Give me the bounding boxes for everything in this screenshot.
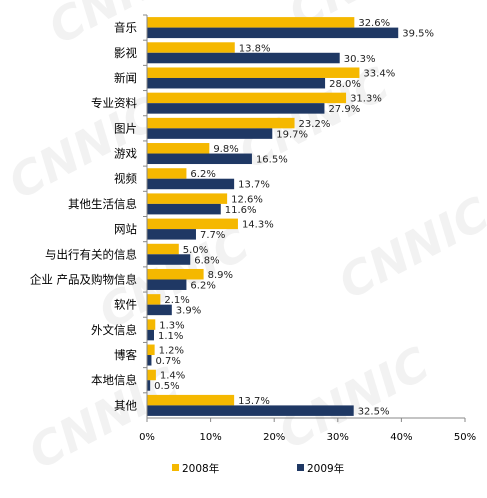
bar-2009 (147, 229, 196, 240)
bar-2008 (147, 394, 235, 406)
category-label: 网站 (114, 222, 137, 236)
data-label: 13.7% (238, 396, 270, 407)
data-label: 13.7% (238, 180, 270, 191)
bar-2009 (147, 153, 252, 165)
data-label: 7.7% (200, 230, 225, 241)
data-label: 11.6% (225, 205, 257, 216)
bar-2008 (147, 218, 238, 230)
data-label: 9.8% (213, 144, 238, 155)
bar-2009 (147, 52, 340, 64)
data-label: 32.6% (358, 18, 390, 29)
data-label: 6.8% (194, 255, 219, 266)
data-label: 14.3% (242, 220, 274, 231)
watermark-text: CNNIC (270, 336, 438, 460)
category-label: 视频 (114, 172, 137, 186)
bar-2008 (147, 168, 187, 179)
category-label: 博客 (114, 348, 137, 362)
data-label: 27.9% (328, 104, 360, 115)
category-label: 其他 (114, 398, 137, 412)
data-label: 1.1% (158, 331, 183, 342)
bar-2009 (147, 178, 235, 190)
data-label: 28.0% (329, 79, 361, 90)
data-label: 33.4% (363, 68, 395, 79)
bar-2009 (147, 27, 399, 39)
x-tick-label: 30% (327, 432, 349, 443)
bar-2008 (147, 42, 235, 53)
category-label: 专业资料 (91, 96, 137, 110)
data-label: 5.0% (183, 245, 208, 256)
bars-group (147, 17, 399, 416)
data-label: 23.2% (299, 119, 331, 130)
data-label: 3.9% (176, 306, 201, 317)
bar-2009 (147, 405, 354, 416)
x-tick-label: 40% (390, 432, 412, 443)
bar-2008 (147, 319, 156, 330)
category-label: 音乐 (114, 21, 137, 35)
data-label: 6.2% (190, 280, 215, 291)
data-label: 12.6% (231, 194, 263, 205)
category-label: 外文信息 (91, 323, 137, 337)
legend: 2008年 2009年 (172, 462, 344, 475)
bar-2009 (147, 380, 151, 391)
data-label: 1.4% (160, 371, 185, 382)
data-label: 1.2% (159, 346, 184, 357)
bar-2009 (147, 279, 187, 290)
data-label: 16.5% (256, 155, 288, 166)
data-label: 6.2% (190, 169, 215, 180)
data-label: 19.7% (276, 129, 308, 140)
bar-2009 (147, 329, 154, 341)
category-label: 新闻 (114, 71, 137, 85)
data-label: 8.9% (208, 270, 233, 281)
data-label: 31.3% (350, 94, 382, 105)
category-label: 游戏 (114, 147, 137, 161)
category-label: 影视 (114, 46, 137, 60)
watermark-text: CNNIC (0, 86, 168, 210)
bar-2008 (147, 117, 295, 129)
bar-2008 (147, 193, 228, 204)
data-label: 32.5% (358, 406, 390, 417)
value-labels: 32.6% 39.5% 13.8% 30.3% 33.4%28.0% 31.3%27.9%… (154, 18, 434, 417)
bar-2008 (147, 268, 204, 280)
bar-2009 (147, 203, 221, 215)
data-label: 1.3% (159, 320, 184, 331)
bar-2008 (147, 369, 156, 381)
bar-2009 (147, 77, 326, 89)
x-ticks: 0% 10% 20% 30% 40% 50% (139, 418, 476, 443)
category-label: 其他生活信息 (68, 197, 137, 211)
data-label: 39.5% (402, 29, 434, 40)
legend-label: 2008年 (182, 462, 219, 475)
x-tick-label: 10% (199, 432, 221, 443)
bar-2008 (147, 143, 210, 154)
bar-2009 (147, 103, 325, 114)
data-label: 30.3% (344, 54, 376, 65)
bar-2008 (147, 17, 355, 28)
category-label: 与出行有关的信息 (45, 247, 137, 261)
legend-label: 2009年 (307, 462, 344, 475)
bar-2008 (147, 344, 155, 356)
bar-2008 (147, 294, 161, 305)
legend-swatch (297, 464, 304, 471)
data-label: 0.7% (155, 356, 180, 367)
bar-2008 (147, 92, 347, 104)
x-tick-label: 50% (454, 432, 476, 443)
data-label: 0.5% (154, 381, 179, 392)
category-label: 本地信息 (91, 373, 137, 387)
bar-2009 (147, 254, 191, 265)
category-label: 图片 (114, 121, 137, 135)
bar-2008 (147, 243, 179, 255)
category-label: 企业 产品及购物信息 (30, 272, 137, 286)
bar-2009 (147, 304, 172, 316)
data-label: 2.1% (164, 295, 189, 306)
category-label: 软件 (114, 298, 137, 312)
bar-2009 (147, 128, 273, 139)
bar-2008 (147, 67, 360, 78)
x-tick-label: 0% (139, 432, 155, 443)
bar-2009 (147, 355, 152, 366)
x-tick-label: 20% (263, 432, 285, 443)
watermark-text: CNNIC (330, 186, 487, 310)
legend-swatch (172, 464, 179, 471)
data-label: 13.8% (239, 43, 271, 54)
